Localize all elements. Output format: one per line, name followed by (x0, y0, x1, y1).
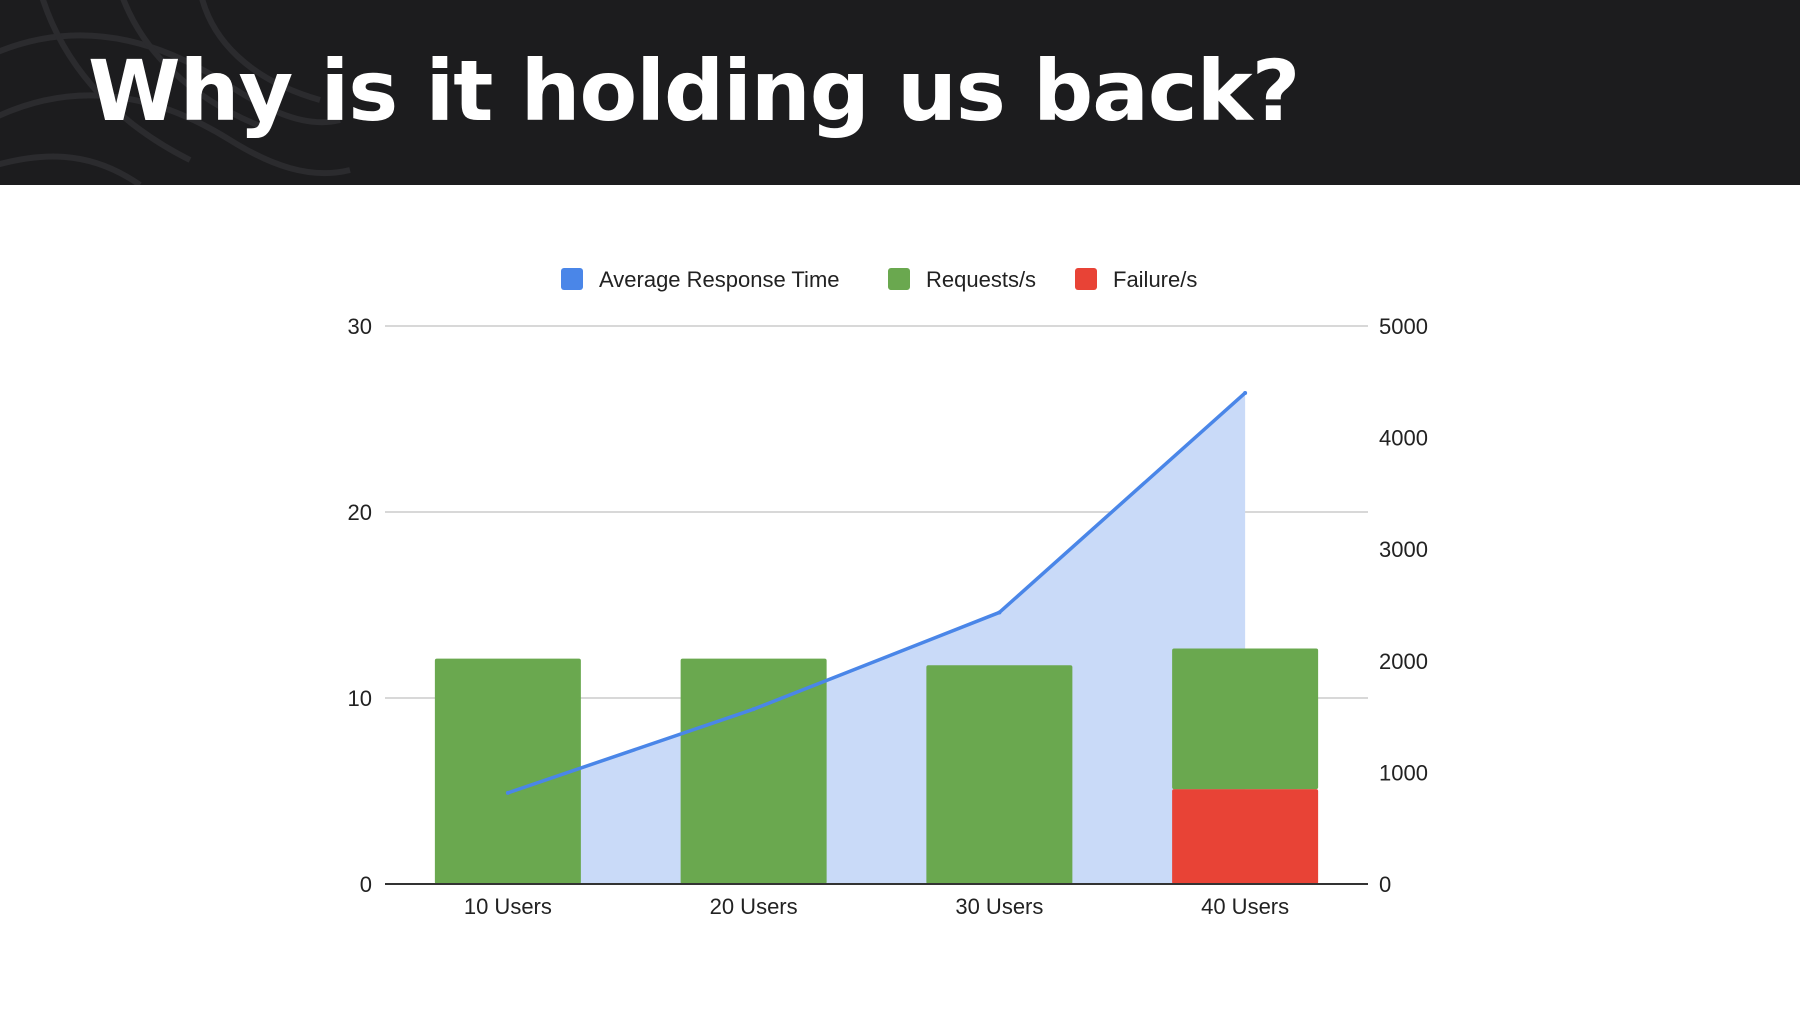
category-label: 20 Users (710, 894, 798, 919)
response-time-point (997, 610, 1001, 614)
right-tick-label: 5000 (1379, 314, 1428, 339)
right-tick-label: 3000 (1379, 537, 1428, 562)
legend-label: Average Response Time (599, 267, 840, 292)
left-tick-label: 20 (348, 500, 372, 525)
requests-bar (926, 665, 1072, 884)
category-label: 40 Users (1201, 894, 1289, 919)
legend-swatch (561, 268, 583, 290)
requests-bar (435, 659, 581, 884)
left-tick-label: 10 (348, 686, 372, 711)
requests-bar (681, 659, 827, 884)
response-time-point (1243, 391, 1247, 395)
right-tick-label: 1000 (1379, 760, 1428, 785)
legend-label: Requests/s (926, 267, 1036, 292)
category-label: 30 Users (955, 894, 1043, 919)
right-tick-label: 0 (1379, 872, 1391, 897)
legend-swatch (1075, 268, 1097, 290)
response-time-area-fill (508, 393, 1245, 884)
right-tick-label: 4000 (1379, 426, 1428, 451)
failure-bar (1172, 789, 1318, 884)
legend-swatch (888, 268, 910, 290)
right-tick-label: 2000 (1379, 649, 1428, 674)
category-label: 10 Users (464, 894, 552, 919)
requests-bar (1172, 649, 1318, 790)
response-time-point (506, 791, 510, 795)
left-tick-label: 30 (348, 314, 372, 339)
response-time-area (508, 393, 1245, 884)
response-time-point (752, 707, 756, 711)
legend-label: Failure/s (1113, 267, 1197, 292)
legend: Average Response Time Requests/s Failure/s (561, 267, 1197, 292)
left-tick-label: 0 (360, 872, 372, 897)
